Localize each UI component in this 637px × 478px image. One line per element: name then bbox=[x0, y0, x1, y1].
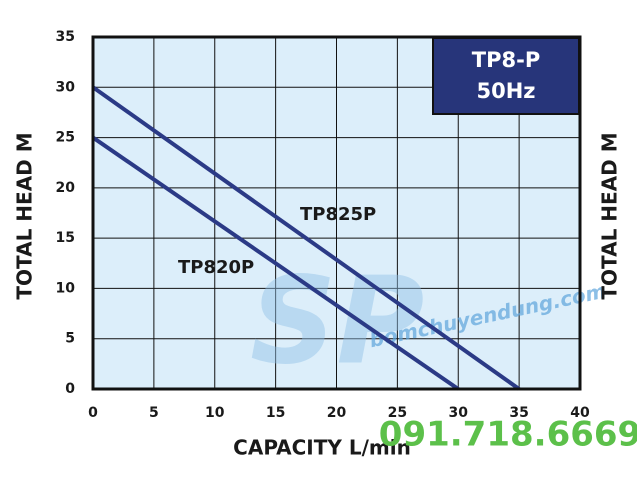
title-box bbox=[432, 37, 580, 115]
series-line bbox=[91, 135, 460, 391]
y-tick-label: 25 bbox=[56, 130, 75, 146]
y-tick-label: 35 bbox=[56, 29, 75, 45]
x-tick-label: 10 bbox=[205, 405, 225, 421]
y-tick-label: 5 bbox=[65, 331, 75, 347]
y-tick-label: 0 bbox=[65, 381, 75, 397]
y-tick-label: 10 bbox=[56, 280, 76, 296]
series-label: TP825P bbox=[300, 204, 376, 225]
x-tick-label: 5 bbox=[149, 405, 159, 421]
series-line bbox=[91, 85, 521, 391]
x-tick-label: 0 bbox=[88, 405, 98, 421]
chart-subtitle: 50Hz bbox=[476, 79, 535, 103]
y-tick-label: 30 bbox=[56, 79, 76, 95]
plot-frame bbox=[91, 35, 582, 391]
x-tick-label: 40 bbox=[570, 405, 590, 421]
x-tick-label: 35 bbox=[509, 405, 528, 421]
x-axis-label: CAPACITY L/min bbox=[233, 436, 411, 460]
watermark-logo: SP bbox=[250, 253, 424, 392]
phone-number: 091.718.6669 bbox=[379, 415, 637, 455]
x-tick-label: 30 bbox=[449, 405, 469, 421]
x-tick-label: 15 bbox=[266, 405, 285, 421]
series-label: TP820P bbox=[178, 257, 254, 278]
y-tick-label: 15 bbox=[56, 230, 75, 246]
y-tick-label: 20 bbox=[56, 180, 76, 196]
x-tick-label: 20 bbox=[327, 405, 347, 421]
y-axis-label-right: TOTAL HEAD M bbox=[598, 132, 622, 299]
y-axis-label: TOTAL HEAD M bbox=[13, 132, 37, 299]
x-tick-label: 25 bbox=[388, 405, 407, 421]
chart-title: TP8-P bbox=[472, 48, 540, 72]
